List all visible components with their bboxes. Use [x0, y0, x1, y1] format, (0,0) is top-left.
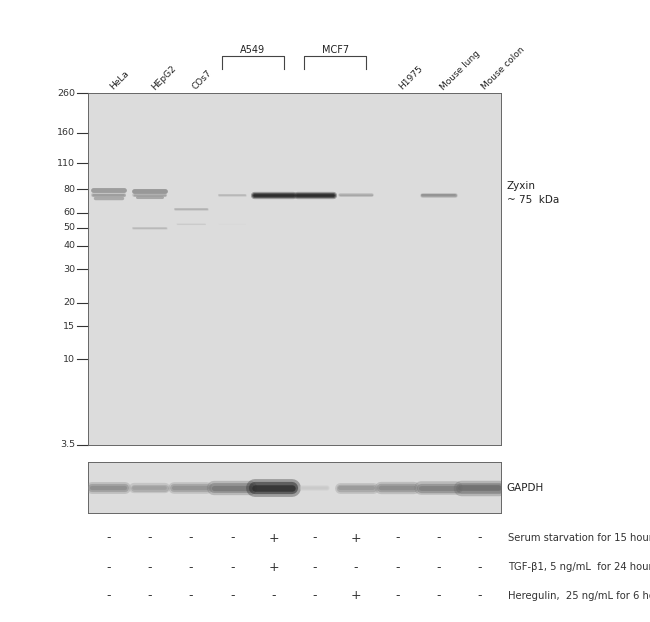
Text: +: + — [268, 532, 279, 544]
Text: -: - — [106, 561, 110, 573]
Text: 20: 20 — [63, 298, 75, 307]
Text: Mouse colon: Mouse colon — [480, 45, 526, 91]
Text: +: + — [351, 590, 361, 602]
Text: 260: 260 — [57, 89, 75, 98]
Text: 30: 30 — [63, 265, 75, 274]
Text: 80: 80 — [63, 185, 75, 194]
Text: -: - — [313, 561, 317, 573]
Text: 50: 50 — [63, 223, 75, 232]
Text: Serum starvation for 15 hours: Serum starvation for 15 hours — [508, 533, 650, 543]
Text: -: - — [230, 561, 235, 573]
Text: Heregulin,  25 ng/mL for 6 hours: Heregulin, 25 ng/mL for 6 hours — [508, 591, 650, 601]
Text: -: - — [148, 532, 152, 544]
Text: Zyxin: Zyxin — [507, 181, 536, 191]
Text: +: + — [268, 561, 279, 573]
Text: -: - — [106, 590, 110, 602]
Text: -: - — [478, 590, 482, 602]
Text: A549: A549 — [240, 45, 265, 55]
Text: HEpG2: HEpG2 — [150, 63, 177, 91]
Text: 3.5: 3.5 — [60, 440, 75, 449]
Text: 40: 40 — [63, 241, 75, 251]
Text: 10: 10 — [63, 355, 75, 364]
Text: 110: 110 — [57, 159, 75, 168]
Text: -: - — [188, 590, 193, 602]
Text: 160: 160 — [57, 128, 75, 137]
Text: -: - — [271, 590, 276, 602]
Text: -: - — [478, 561, 482, 573]
Text: -: - — [148, 561, 152, 573]
Text: -: - — [188, 561, 193, 573]
Text: COs7: COs7 — [191, 68, 214, 91]
Text: GAPDH: GAPDH — [507, 483, 544, 493]
Text: TGF-β1, 5 ng/mL  for 24 hours: TGF-β1, 5 ng/mL for 24 hours — [508, 562, 650, 572]
Text: -: - — [436, 590, 441, 602]
Text: -: - — [436, 532, 441, 544]
Text: MCF7: MCF7 — [322, 45, 349, 55]
Text: -: - — [478, 532, 482, 544]
Text: -: - — [436, 561, 441, 573]
Text: -: - — [395, 590, 400, 602]
Text: -: - — [106, 532, 110, 544]
Text: HeLa: HeLa — [109, 69, 131, 91]
Text: -: - — [395, 561, 400, 573]
Text: Mouse lung: Mouse lung — [439, 49, 482, 91]
Text: -: - — [230, 590, 235, 602]
Text: -: - — [188, 532, 193, 544]
Text: -: - — [313, 590, 317, 602]
Text: -: - — [354, 561, 358, 573]
Text: -: - — [148, 590, 152, 602]
Text: 60: 60 — [63, 208, 75, 218]
Text: H1975: H1975 — [397, 64, 424, 91]
Text: -: - — [230, 532, 235, 544]
Text: -: - — [313, 532, 317, 544]
Text: 15: 15 — [63, 322, 75, 330]
Text: -: - — [395, 532, 400, 544]
Text: +: + — [351, 532, 361, 544]
Text: ~ 75  kDa: ~ 75 kDa — [507, 195, 559, 205]
